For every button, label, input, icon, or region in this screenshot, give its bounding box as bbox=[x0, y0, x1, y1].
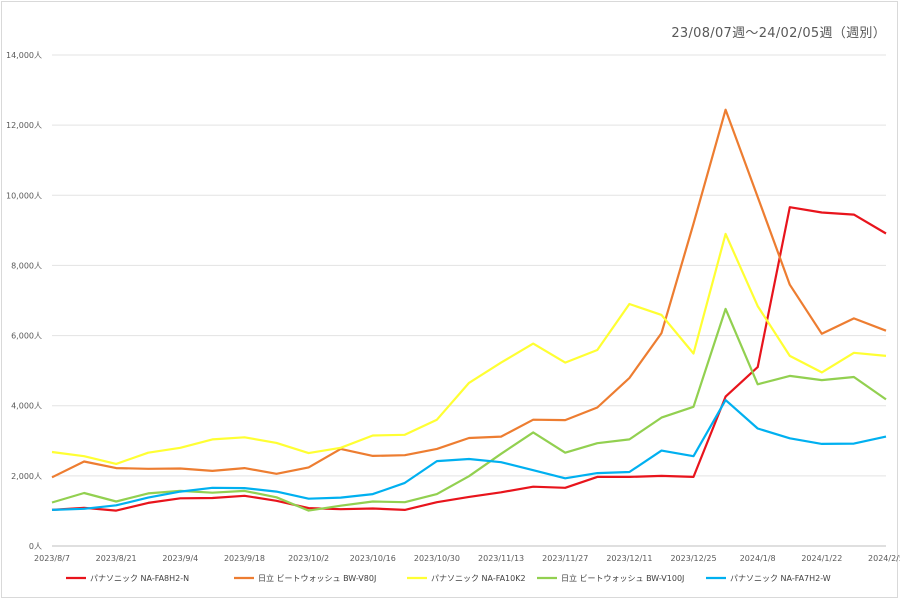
x-tick-label: 2024/1/22 bbox=[801, 554, 842, 563]
x-tick-label: 2023/9/4 bbox=[162, 554, 198, 563]
x-tick-label: 2023/10/30 bbox=[414, 554, 460, 563]
legend-label: パナソニック NA-FA10K2 bbox=[431, 574, 526, 583]
series-line-5 bbox=[51, 399, 887, 511]
x-tick-label: 2023/12/11 bbox=[606, 554, 652, 563]
y-tick-label: 6,000人 bbox=[11, 332, 42, 341]
x-tick-label: 2023/8/21 bbox=[96, 554, 137, 563]
y-tick-label: 8,000人 bbox=[11, 261, 42, 270]
chart-period-subtitle: 23/08/07週～24/02/05週（週別） bbox=[671, 26, 886, 41]
legend-label: 日立 ビートウォッシュ BW-V80J bbox=[258, 573, 376, 583]
legend-label: パナソニック NA-FA7H2-W bbox=[730, 574, 831, 583]
series-line-1 bbox=[51, 206, 887, 512]
series-line-2 bbox=[51, 108, 887, 479]
y-tick-label: 0人 bbox=[29, 542, 42, 551]
y-tick-label: 12,000人 bbox=[6, 121, 42, 130]
x-tick-label: 2023/12/25 bbox=[670, 554, 716, 563]
y-tick-label: 2,000人 bbox=[11, 472, 42, 481]
x-tick-label: 2023/9/18 bbox=[224, 554, 265, 563]
series-line-4 bbox=[51, 307, 887, 512]
x-tick-label: 2024/2/5 bbox=[868, 554, 900, 563]
gridlines bbox=[52, 54, 886, 547]
x-tick-label: 2023/10/2 bbox=[288, 554, 329, 563]
y-axis-ticks: 0人 2,000人 4,000人 6,000人 8,000人 10,000人 12,000人… bbox=[6, 51, 42, 551]
y-tick-label: 14,000人 bbox=[6, 51, 42, 60]
x-tick-label: 2024/1/8 bbox=[740, 554, 776, 563]
legend: パナソニック NA-FA8H2-N 日立 ビートウォッシュ BW-V80J パナソニ… bbox=[66, 573, 831, 583]
x-axis-ticks: 2023/8/7 2023/8/21 2023/9/4 2023/9/18 2023/1… bbox=[34, 554, 900, 563]
y-tick-label: 10,000人 bbox=[6, 191, 42, 200]
series-line-3 bbox=[51, 232, 887, 465]
x-tick-label: 2023/11/27 bbox=[542, 554, 588, 563]
x-tick-label: 2023/8/7 bbox=[34, 554, 70, 563]
series-lines bbox=[51, 108, 887, 512]
legend-label: パナソニック NA-FA8H2-N bbox=[90, 574, 189, 583]
y-tick-label: 4,000人 bbox=[11, 402, 42, 411]
x-tick-label: 2023/10/16 bbox=[350, 554, 396, 563]
legend-label: 日立 ビートウォッシュ BW-V100J bbox=[561, 573, 684, 583]
x-tick-label: 2023/11/13 bbox=[478, 554, 524, 563]
